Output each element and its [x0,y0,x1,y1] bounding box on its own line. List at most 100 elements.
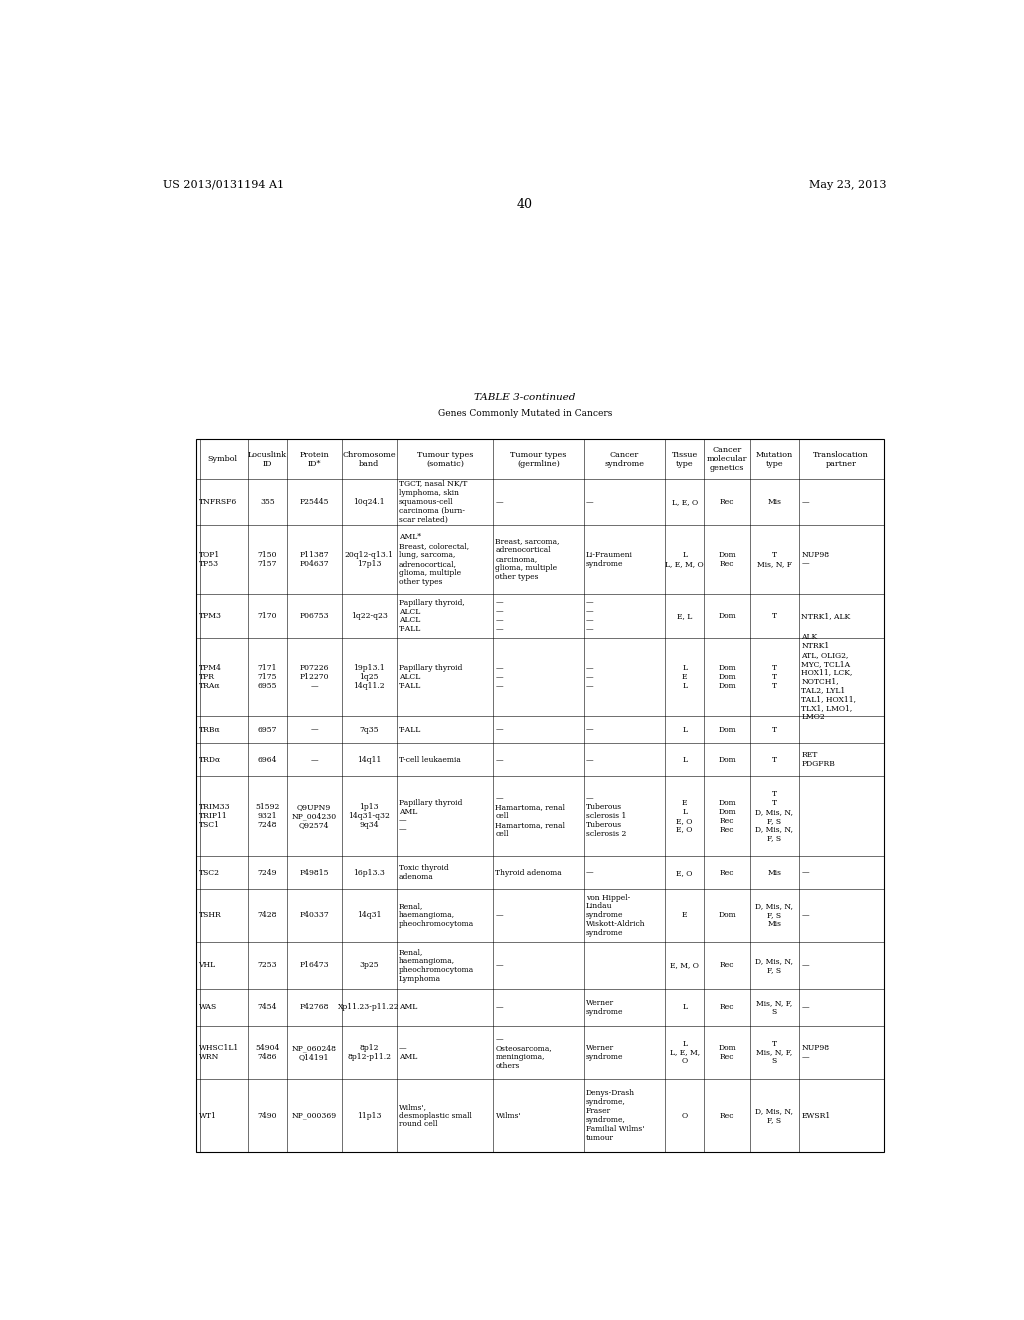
Text: L, E, O: L, E, O [672,498,697,506]
Text: TSHR: TSHR [199,911,221,919]
Text: NTRK1, ALK: NTRK1, ALK [802,612,851,620]
Text: —: — [496,961,503,969]
Text: Symbol: Symbol [207,455,238,463]
Text: Dom: Dom [718,726,736,734]
Text: Denys-Drash
syndrome,
Fraser
syndrome,
Familial Wilms'
tumour: Denys-Drash syndrome, Fraser syndrome, F… [586,1089,644,1142]
Text: Rec: Rec [720,869,734,876]
Text: 7171
7175
6955: 7171 7175 6955 [258,664,278,690]
Text: —: — [496,911,503,919]
Text: NP_060248
Q14191: NP_060248 Q14191 [292,1044,337,1061]
Text: Rec: Rec [720,1111,734,1119]
Text: D, Mis, N,
F, S
Mis: D, Mis, N, F, S Mis [756,903,794,928]
Text: 7170: 7170 [258,612,278,620]
Text: Dom
Dom
Rec
Rec: Dom Dom Rec Rec [718,799,736,834]
Text: P16473: P16473 [299,961,329,969]
Text: —
Hamartoma, renal
cell
Hamartoma, renal
cell: — Hamartoma, renal cell Hamartoma, renal… [496,795,565,838]
Text: Renal,
haemangioma,
pheochromocytoma: Renal, haemangioma, pheochromocytoma [399,903,474,928]
Text: TSC2: TSC2 [199,869,219,876]
Text: WHSC1L1
WRN: WHSC1L1 WRN [199,1044,239,1061]
Text: 14q11: 14q11 [357,756,381,764]
Text: Dom
Dom
Dom: Dom Dom Dom [718,664,736,690]
Text: Toxic thyroid
adenoma: Toxic thyroid adenoma [399,865,449,882]
Text: D, Mis, N,
F, S: D, Mis, N, F, S [756,957,794,974]
Text: Dom: Dom [718,756,736,764]
Text: E, O: E, O [677,869,693,876]
Text: 51592
9321
7248: 51592 9321 7248 [255,804,280,829]
Text: TRIM33
TRIP11
TSC1: TRIM33 TRIP11 TSC1 [199,804,230,829]
Text: —: — [586,869,594,876]
Text: T: T [772,726,777,734]
Text: 40: 40 [517,198,532,211]
Text: Thyroid adenoma: Thyroid adenoma [496,869,562,876]
Text: —
—
—
—: — — — — [496,599,503,634]
Text: TABLE 3-continued: TABLE 3-continued [474,393,575,403]
Text: Tumour types
(somatic): Tumour types (somatic) [417,450,473,467]
Text: TNFRSF6: TNFRSF6 [199,498,237,506]
Text: T
T
T: T T T [772,664,777,690]
Text: P49815: P49815 [299,869,329,876]
Bar [197,440,884,1151]
Text: VHL: VHL [199,961,216,969]
Text: Renal,
haemangioma,
pheochromocytoma
Lymphoma: Renal, haemangioma, pheochromocytoma Lym… [399,948,474,982]
Text: L: L [682,1003,687,1011]
Text: EWSR1: EWSR1 [802,1111,830,1119]
Text: —: — [802,869,809,876]
Text: 7150
7157: 7150 7157 [258,550,278,568]
Text: 7454: 7454 [258,1003,278,1011]
Text: 7249: 7249 [258,869,278,876]
Text: Chromosome
band: Chromosome band [342,450,396,467]
Text: Translocation
partner: Translocation partner [813,450,869,467]
Text: 54904
7486: 54904 7486 [255,1044,280,1061]
Text: O: O [682,1111,688,1119]
Text: Cancer
syndrome: Cancer syndrome [604,450,644,467]
Text: TOP1
TP53: TOP1 TP53 [199,550,220,568]
Text: P07226
P12270
—: P07226 P12270 — [299,664,329,690]
Text: 3p25: 3p25 [359,961,379,969]
Text: 7490: 7490 [258,1111,278,1119]
Text: 8p12
8p12-p11.2: 8p12 8p12-p11.2 [347,1044,391,1061]
Text: E, M, O: E, M, O [671,961,699,969]
Text: Dom
Rec: Dom Rec [718,1044,736,1061]
Text: Tissue
type: Tissue type [672,450,697,467]
Text: Dom: Dom [718,612,736,620]
Text: 20q12-q13.1
17p13: 20q12-q13.1 17p13 [345,550,393,568]
Text: —: — [802,498,809,506]
Text: TRDα: TRDα [199,756,220,764]
Text: TGCT, nasal NK/T
lymphoma, skin
squamous-cell
carcinoma (burn-
scar related): TGCT, nasal NK/T lymphoma, skin squamous… [399,480,467,524]
Text: T: T [772,756,777,764]
Text: Papillary thyroid
ALCL
T-ALL: Papillary thyroid ALCL T-ALL [399,664,463,690]
Text: RET
PDGFRB: RET PDGFRB [802,751,836,768]
Text: —: — [310,726,318,734]
Text: NUP98
—: NUP98 — [802,1044,829,1061]
Text: —: — [586,726,594,734]
Text: Mis, N, F,
S: Mis, N, F, S [757,999,793,1015]
Text: Li-Fraumeni
syndrome: Li-Fraumeni syndrome [586,550,633,568]
Text: —
Tuberous
sclerosis 1
Tuberous
sclerosis 2: — Tuberous sclerosis 1 Tuberous sclerosi… [586,795,627,838]
Text: Werner
syndrome: Werner syndrome [586,1044,624,1061]
Text: E: E [682,911,687,919]
Text: —
—
—
—: — — — — [586,599,594,634]
Text: Dom
Rec: Dom Rec [718,550,736,568]
Text: AML: AML [399,1003,417,1011]
Text: —: — [496,498,503,506]
Text: Wilms': Wilms' [496,1111,521,1119]
Text: von Hippel-
Lindau
syndrome
Wiskott-Aldrich
syndrome: von Hippel- Lindau syndrome Wiskott-Aldr… [586,894,646,937]
Text: 7428: 7428 [258,911,278,919]
Text: WT1: WT1 [199,1111,216,1119]
Text: —: — [802,911,809,919]
Text: WAS: WAS [199,1003,217,1011]
Text: Rec: Rec [720,961,734,969]
Text: 7q35: 7q35 [359,726,379,734]
Text: Dom: Dom [718,911,736,919]
Text: Mutation
type: Mutation type [756,450,794,467]
Text: Breast, sarcoma,
adrenocortical
carcinoma,
glioma, multiple
other types: Breast, sarcoma, adrenocortical carcinom… [496,537,560,581]
Text: Werner
syndrome: Werner syndrome [586,999,624,1015]
Text: L: L [682,726,687,734]
Text: 7253: 7253 [258,961,278,969]
Text: P25445: P25445 [299,498,329,506]
Text: Mis: Mis [768,498,781,506]
Text: —: — [496,1003,503,1011]
Text: Rec: Rec [720,498,734,506]
Text: —
—
—: — — — [586,664,594,690]
Text: 1q22-q23: 1q22-q23 [351,612,388,620]
